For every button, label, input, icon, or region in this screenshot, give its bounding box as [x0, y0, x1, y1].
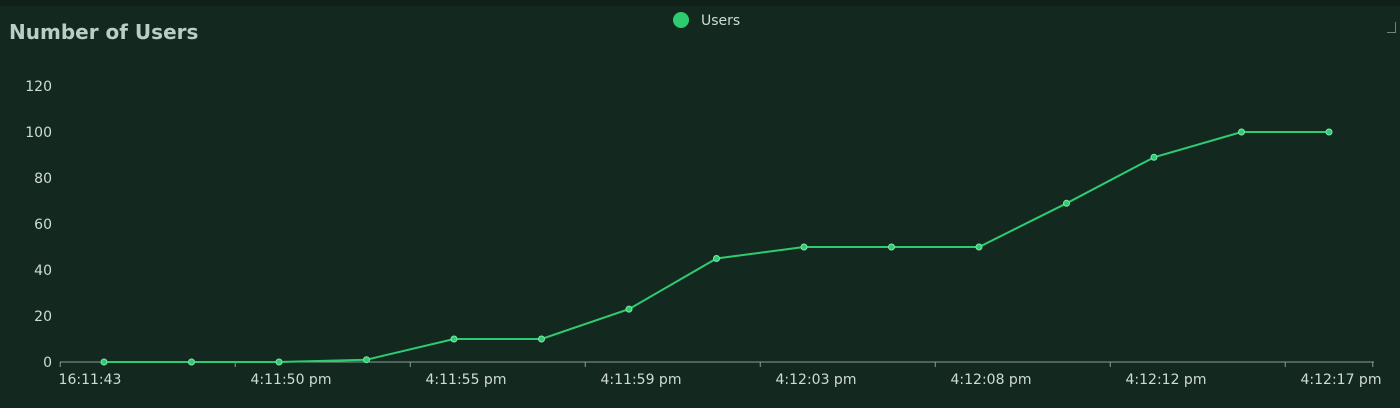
x-tick-label: 4:12:03 pm	[776, 372, 857, 388]
y-tick-label: 20	[34, 309, 52, 325]
legend-marker	[673, 12, 689, 28]
x-axis: 16:11:43 4:11:50 pm 4:11:55 pm 4:11:59 pm 4:…	[59, 362, 1382, 388]
y-axis: 0 20 40 60 80 100 120	[25, 79, 52, 371]
x-tick-label: 4:12:12 pm	[1126, 372, 1207, 388]
expand-icon[interactable]	[1387, 22, 1396, 33]
chart-title: Number of Users	[9, 20, 199, 44]
y-tick-label: 80	[34, 171, 52, 187]
data-point[interactable]	[975, 243, 983, 251]
y-tick-label: 100	[25, 125, 52, 141]
x-tick-label: 4:11:55 pm	[426, 372, 507, 388]
y-tick-label: 40	[34, 263, 52, 279]
data-point[interactable]	[800, 243, 808, 251]
series-line-users	[104, 131, 1329, 363]
legend-label: Users	[701, 13, 740, 29]
x-tick-label: 4:11:59 pm	[601, 372, 682, 388]
x-tick-label: 4:12:08 pm	[951, 372, 1032, 388]
y-tick-label: 60	[34, 217, 52, 233]
data-point[interactable]	[275, 358, 283, 366]
data-point[interactable]	[188, 358, 195, 366]
data-point[interactable]	[1238, 128, 1245, 136]
data-point[interactable]	[888, 243, 895, 251]
data-point[interactable]	[538, 335, 545, 343]
x-tick-label: 4:12:17 pm	[1301, 372, 1382, 388]
y-tick-label: 0	[43, 355, 52, 371]
data-point[interactable]	[625, 305, 633, 313]
data-point[interactable]	[713, 255, 720, 262]
data-points	[100, 128, 1333, 366]
data-point[interactable]	[1063, 199, 1070, 207]
x-tick-label: 16:11:43	[59, 372, 122, 388]
data-point[interactable]	[1325, 128, 1333, 136]
data-point[interactable]	[450, 335, 458, 343]
x-tick-label: 4:11:50 pm	[251, 372, 332, 388]
data-point[interactable]	[363, 356, 370, 364]
y-tick-label: 120	[25, 79, 52, 95]
data-point[interactable]	[100, 358, 108, 366]
legend[interactable]: Users	[673, 12, 740, 29]
data-point[interactable]	[1150, 153, 1158, 161]
